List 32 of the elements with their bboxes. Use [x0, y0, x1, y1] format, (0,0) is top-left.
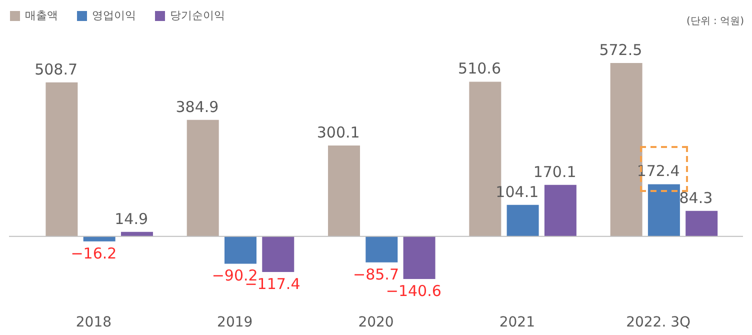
data-label: 300.1 — [316, 124, 360, 142]
x-tick-label: 2021 — [499, 314, 535, 330]
bar — [403, 236, 436, 279]
x-tick-label: 2022. 3Q — [626, 314, 691, 330]
data-label: −140.6 — [386, 282, 442, 300]
data-label: 84.3 — [679, 188, 713, 207]
bar — [686, 210, 718, 236]
x-tick-label: 2020 — [358, 314, 394, 330]
bar — [648, 184, 680, 236]
bar — [224, 236, 256, 264]
x-tick-label: 2019 — [217, 314, 253, 330]
legend-label: 매출액 — [25, 9, 58, 22]
bar — [544, 184, 576, 236]
data-label: 510.6 — [458, 60, 501, 78]
bar — [506, 204, 539, 236]
data-label: −85.7 — [353, 265, 399, 284]
data-label: 508.7 — [34, 60, 78, 78]
data-label: −16.2 — [70, 244, 117, 262]
data-label: 14.9 — [114, 210, 148, 228]
bar — [186, 120, 219, 236]
x-tick-label: 2018 — [76, 314, 112, 330]
bar — [262, 236, 294, 272]
bar — [83, 236, 116, 242]
bar — [366, 236, 398, 262]
bar — [328, 146, 360, 236]
bar — [46, 82, 78, 236]
legend-label: 영업이익 — [92, 9, 136, 22]
text: (단위 : 억원) — [686, 15, 744, 28]
legend-label: 당기순이익 — [170, 9, 225, 22]
data-label: 170.1 — [533, 162, 576, 181]
data-label: 384.9 — [176, 98, 219, 116]
data-label: 572.5 — [599, 41, 642, 59]
